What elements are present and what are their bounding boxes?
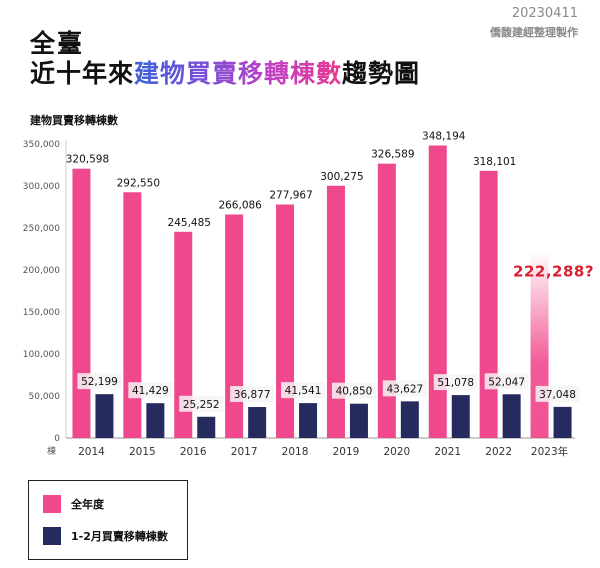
bar-full-year	[276, 204, 295, 438]
title-suffix: 趨勢圖	[342, 59, 421, 88]
y-tick-label: 100,000	[23, 350, 60, 360]
data-label-background	[535, 385, 580, 402]
bar-jan-feb	[299, 403, 318, 438]
y-tick-label: 50,000	[29, 392, 61, 402]
bar-full-year	[479, 170, 498, 438]
data-label-background	[128, 382, 173, 399]
data-label-jan-feb: 25,252	[183, 399, 220, 411]
bar-chart: 建物買賣移轉棟數 0 50,000 100,000 150,000 200,000 250…	[23, 113, 594, 458]
bar-full-year	[174, 231, 193, 438]
data-labels: 320,598 292,550 245,485 266,086 277,967 300,2…	[66, 131, 594, 412]
x-axis-ticks: 2014 2015 2016 2017 2018 2019 2020 2021 2022 2023…	[78, 445, 568, 458]
bar-jan-feb	[95, 394, 114, 438]
data-label-background	[281, 382, 326, 399]
legend-label-jan-feb: 1-2月買賣移轉棟數	[71, 530, 168, 543]
bar-jan-feb	[400, 401, 419, 438]
data-label-jan-feb: 37,048	[539, 389, 576, 401]
title-prefix: 近十年來	[30, 59, 135, 88]
data-label-full-year: 320,598	[66, 154, 109, 166]
y-axis-label: 建物買賣移轉棟數	[30, 113, 118, 127]
data-label-jan-feb: 43,627	[386, 383, 423, 395]
x-tick-label: 2020	[383, 446, 410, 458]
page-title-line1: 全臺	[30, 29, 85, 58]
data-label-background	[382, 380, 427, 397]
bar-jan-feb	[197, 416, 216, 438]
legend: 全年度 1-2月買賣移轉棟數	[28, 480, 188, 560]
x-tick-label: 2015	[129, 446, 156, 458]
bar-jan-feb	[248, 407, 267, 438]
bar-full-year	[123, 192, 142, 438]
data-label-background	[77, 373, 122, 390]
y-tick-label: 350,000	[23, 140, 60, 150]
data-label-jan-feb: 51,078	[437, 377, 474, 389]
data-label-background	[433, 374, 478, 391]
y-tick-label: 250,000	[23, 224, 60, 234]
bars	[72, 145, 572, 439]
data-label-jan-feb: 36,877	[234, 389, 271, 401]
data-label-background	[179, 395, 224, 412]
x-tick-label: 2014	[78, 446, 105, 458]
y-tick-label: 200,000	[23, 266, 60, 276]
data-label-full-year: 245,485	[168, 217, 211, 229]
data-label-background	[230, 386, 275, 403]
legend-item-jan-feb: 1-2月買賣移轉棟數	[43, 527, 168, 545]
legend-item-full-year: 全年度	[43, 495, 104, 513]
data-label-full-year: 292,550	[117, 177, 160, 189]
x-tick-label: 2021	[434, 446, 461, 458]
y-axis-ticks: 0 50,000 100,000 150,000 200,000 250,000 300,0…	[23, 140, 60, 457]
data-label-full-year: 266,086	[218, 199, 262, 211]
bar-full-year	[326, 185, 345, 438]
data-label-jan-feb: 41,429	[132, 385, 169, 397]
x-tick-label: 2019	[333, 446, 360, 458]
data-label-jan-feb: 40,850	[336, 386, 373, 398]
title-highlight: 建物買賣移轉棟數	[134, 59, 343, 88]
data-label-full-year: 277,967	[269, 190, 312, 202]
report-date: 20230411	[511, 6, 578, 21]
legend-label-full-year: 全年度	[71, 498, 104, 511]
x-tick-label: 2017	[231, 446, 258, 458]
x-tick-label: 2016	[180, 446, 207, 458]
legend-swatch-full-year	[43, 495, 61, 513]
bar-full-year	[377, 163, 396, 439]
x-tick-label: 2023年	[531, 445, 568, 458]
data-label-jan-feb: 52,047	[488, 376, 525, 388]
x-tick-label: 2018	[282, 446, 309, 458]
source-note: 僑馥建經整理製作	[490, 26, 578, 39]
data-label-jan-feb: 52,199	[81, 376, 118, 388]
bar-jan-feb	[146, 403, 165, 438]
y-unit-label: 棟	[47, 445, 56, 457]
data-label-background	[331, 382, 376, 399]
data-label-full-year: 222,288?	[513, 262, 594, 280]
bar-jan-feb	[451, 395, 470, 438]
data-label-full-year: 318,101	[473, 156, 516, 168]
bar-full-year	[428, 145, 447, 439]
data-label-full-year: 300,275	[320, 171, 363, 183]
page-title-line2: 近十年來建物買賣移轉棟數趨勢圖	[30, 54, 420, 90]
bar-jan-feb	[349, 403, 368, 438]
y-tick-label: 150,000	[23, 308, 60, 318]
x-tick-label: 2022	[485, 446, 512, 458]
bar-jan-feb	[502, 394, 521, 438]
y-tick-label: 0	[54, 434, 60, 444]
bar-jan-feb	[553, 406, 572, 438]
data-label-full-year: 348,194	[422, 131, 466, 143]
bar-full-year	[225, 214, 244, 438]
bar-full-year	[72, 168, 91, 438]
legend-swatch-jan-feb	[43, 527, 61, 545]
data-label-full-year: 326,589	[371, 149, 414, 161]
data-label-background	[484, 373, 529, 390]
data-label-jan-feb: 41,541	[285, 385, 322, 397]
y-tick-label: 300,000	[23, 182, 60, 192]
